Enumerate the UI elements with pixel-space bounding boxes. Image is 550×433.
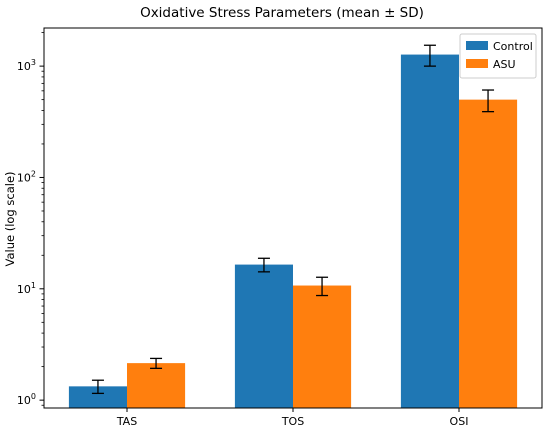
y-axis-label: Value (log scale) bbox=[3, 171, 17, 266]
y-tick-label: 101 bbox=[17, 281, 36, 296]
x-tick-label-tos: TOS bbox=[281, 415, 304, 428]
legend-swatch-asu bbox=[466, 59, 488, 68]
error-bar-asu-osi bbox=[482, 89, 495, 113]
legend-label-control: Control bbox=[493, 40, 533, 53]
axes-layer: TAS TOS OSI 100 101 102 103 bbox=[17, 32, 469, 428]
x-tick-label-osi: OSI bbox=[450, 415, 469, 428]
bar-control-tas bbox=[68, 386, 127, 408]
bar-asu-osi bbox=[459, 99, 518, 408]
bar-asu-tas bbox=[127, 363, 186, 408]
error-bar-asu-tos bbox=[316, 276, 329, 297]
chart-title: Oxidative Stress Parameters (mean ± SD) bbox=[140, 5, 424, 21]
error-bar-asu-tas bbox=[150, 357, 163, 369]
legend-swatch-control bbox=[466, 41, 488, 50]
error-bars-layer bbox=[91, 44, 495, 395]
bar-control-tos bbox=[234, 264, 293, 408]
error-bar-control-tos bbox=[257, 257, 270, 273]
y-tick-label: 103 bbox=[17, 58, 36, 73]
error-bar-control-osi bbox=[423, 44, 436, 67]
bars-layer bbox=[68, 54, 518, 408]
plot-frame bbox=[43, 27, 543, 409]
y-tick-label: 102 bbox=[17, 169, 36, 184]
y-tick-label: 100 bbox=[17, 392, 36, 407]
legend-label-asu: ASU bbox=[493, 58, 516, 71]
x-tick-label-tas: TAS bbox=[116, 415, 137, 428]
bar-asu-tos bbox=[293, 285, 352, 408]
bar-control-osi bbox=[400, 54, 459, 408]
legend: Control ASU bbox=[459, 33, 537, 79]
error-bar-control-tas bbox=[91, 379, 104, 395]
